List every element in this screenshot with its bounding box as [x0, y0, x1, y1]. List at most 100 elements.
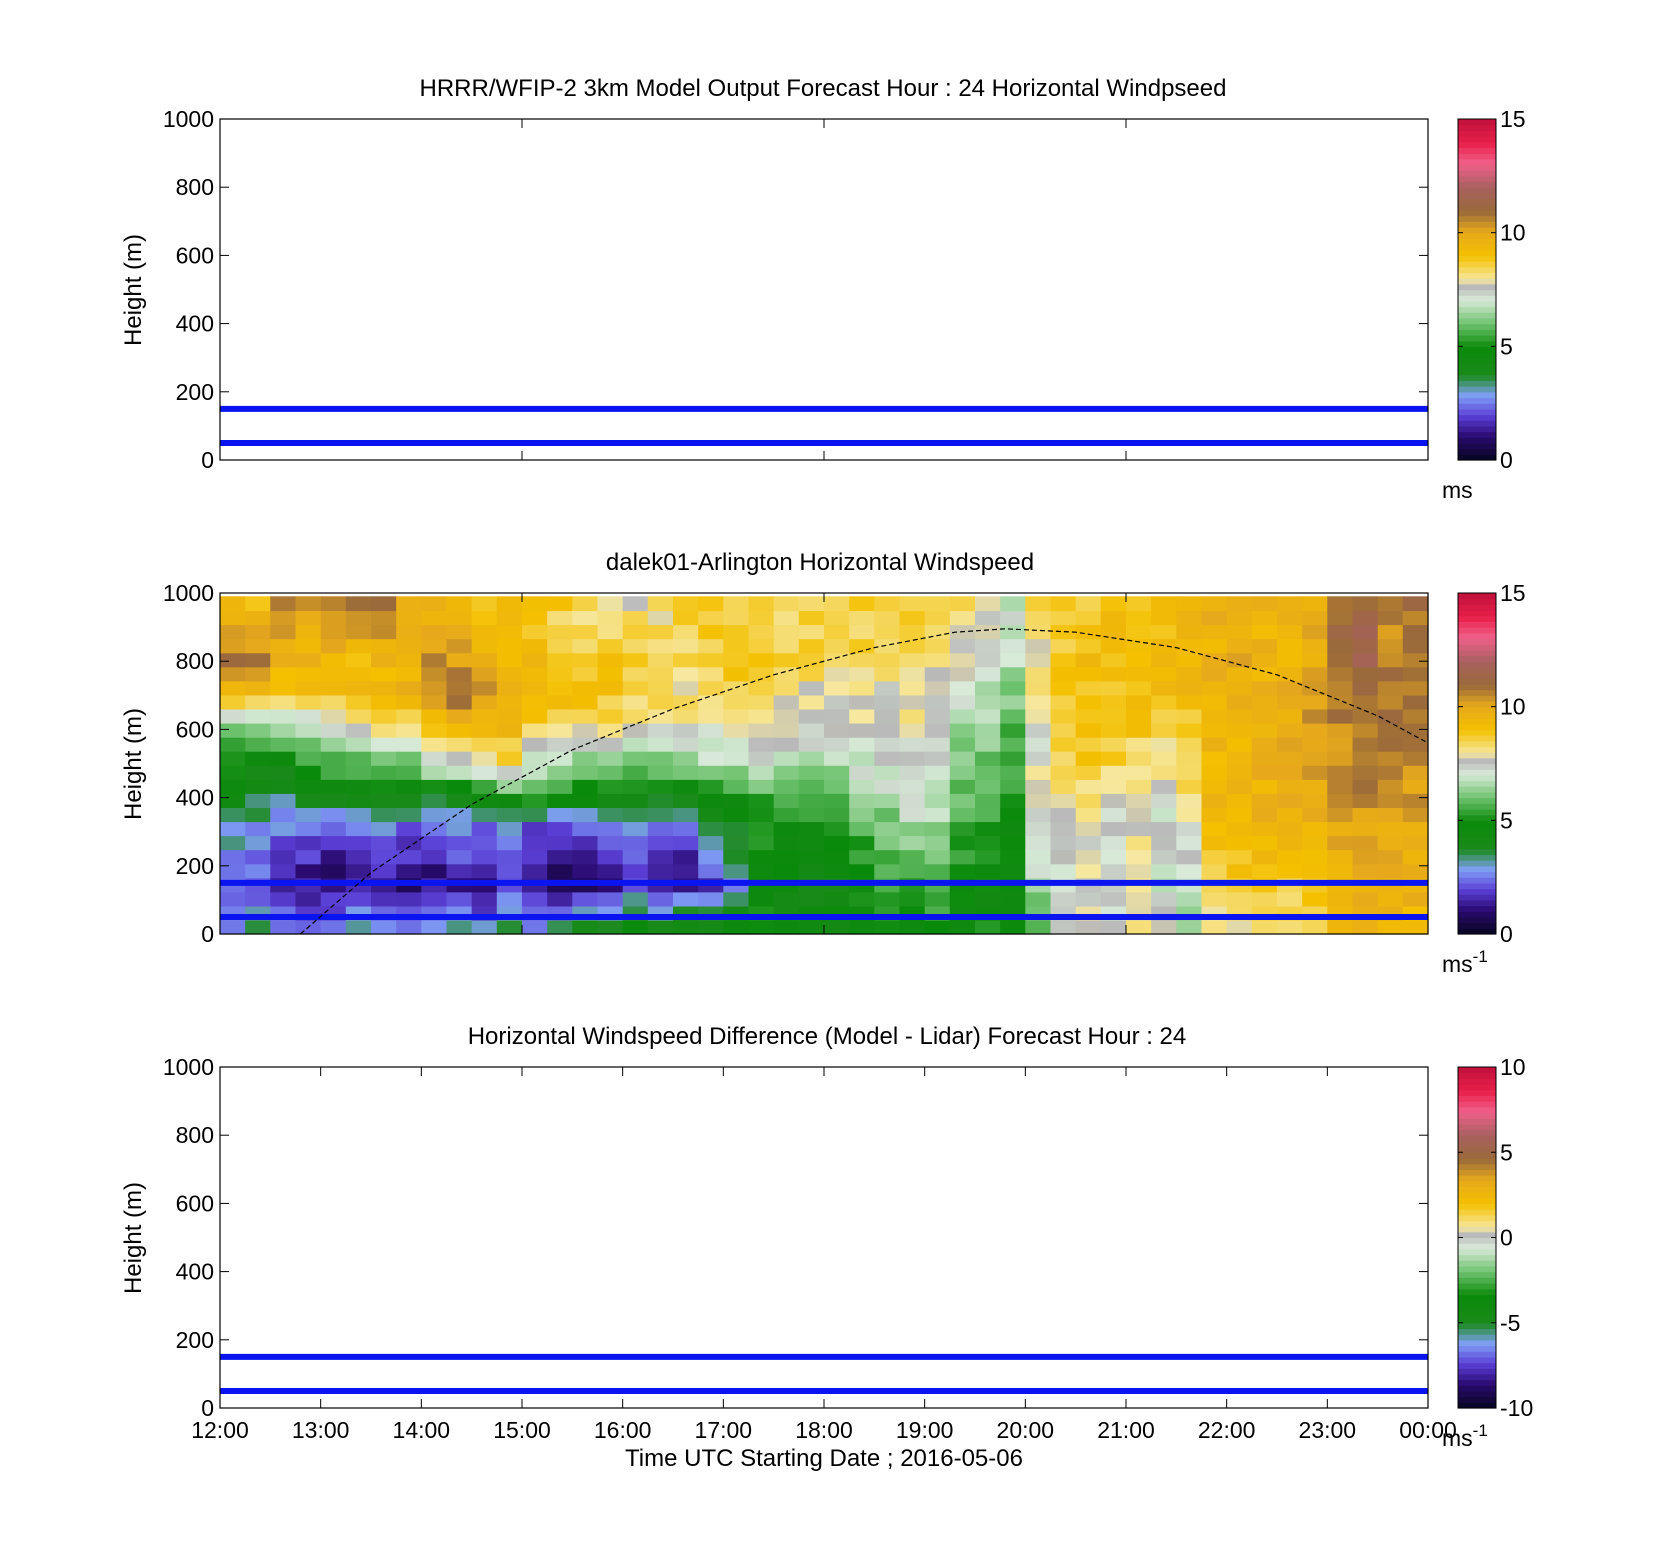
heatmap-cell — [899, 610, 926, 626]
heatmap-cell — [1025, 891, 1052, 907]
heatmap-cell — [1402, 624, 1429, 640]
heatmap-cell — [1377, 821, 1404, 837]
heatmap-cell — [647, 807, 674, 823]
heatmap-cell — [522, 680, 548, 696]
heatmap-cell — [270, 821, 297, 837]
heatmap-cell — [924, 891, 951, 907]
heatmap-cell — [1302, 694, 1328, 710]
heatmap-cell — [773, 821, 800, 837]
heatmap-cell — [1352, 722, 1379, 738]
heatmap-cell — [220, 891, 246, 907]
heatmap-cell — [1251, 736, 1278, 752]
heatmap-cell — [824, 919, 850, 935]
heatmap-cell — [270, 751, 297, 766]
lidar-colorbar: 0 5 10 15 ms-1 — [1442, 580, 1526, 977]
heatmap-cell — [1000, 807, 1026, 823]
heatmap-cell — [1151, 891, 1177, 907]
heatmap-cell — [874, 610, 901, 626]
heatmap-cell — [622, 596, 649, 612]
heatmap-cell — [572, 638, 599, 654]
heatmap-cell — [396, 751, 422, 766]
heatmap-cell — [824, 849, 850, 865]
heatmap-cell — [1025, 736, 1052, 752]
heatmap-cell — [446, 793, 473, 808]
heatmap-cell — [1075, 610, 1102, 626]
heatmap-cell — [874, 638, 901, 654]
heatmap-cell — [748, 722, 775, 738]
heatmap-cell — [1226, 722, 1253, 738]
colorbar-unit-exponent: -1 — [1473, 1421, 1488, 1440]
colorbar-segment — [1458, 894, 1496, 901]
heatmap-cell — [773, 849, 800, 865]
heatmap-cell — [446, 821, 473, 837]
heatmap-cell — [471, 610, 498, 626]
heatmap-cell — [773, 765, 800, 780]
x-tick-label: 15:00 — [493, 1417, 551, 1443]
colorbar-segment — [1458, 689, 1496, 696]
heatmap-cell — [723, 708, 750, 724]
heatmap-cell — [1126, 863, 1152, 879]
heatmap-cell — [1025, 638, 1052, 654]
heatmap-cell — [798, 751, 825, 766]
heatmap-cell — [547, 736, 573, 752]
heatmap-cell — [1000, 849, 1026, 865]
heatmap-cell — [874, 666, 901, 682]
heatmap-cell — [1251, 666, 1278, 682]
heatmap-cell — [622, 708, 649, 724]
heatmap-cell — [1025, 596, 1052, 612]
heatmap-cell — [798, 863, 825, 879]
colorbar-segment — [1458, 1402, 1496, 1409]
heatmap-cell — [1327, 624, 1354, 640]
heatmap-cell — [798, 779, 825, 794]
colorbar-segment — [1458, 1311, 1496, 1318]
heatmap-cell — [1352, 666, 1379, 682]
heatmap-cell — [1201, 694, 1228, 710]
heatmap-cell — [320, 680, 347, 696]
heatmap-cell — [396, 736, 422, 752]
heatmap-cell — [220, 849, 246, 865]
heatmap-cell — [371, 919, 397, 935]
heatmap-cell — [622, 891, 649, 907]
heatmap-cell — [1126, 835, 1152, 851]
colorbar-segment — [1458, 1305, 1496, 1312]
heatmap-cell — [371, 722, 397, 738]
colorbar-segment — [1458, 860, 1496, 867]
colorbar-segment — [1458, 649, 1496, 657]
heatmap-cell — [396, 891, 422, 907]
heatmap-cell — [949, 919, 976, 935]
heatmap-cell — [748, 891, 775, 907]
heatmap-cell — [622, 765, 649, 780]
heatmap-cell — [874, 596, 901, 612]
colorbar-segment — [1458, 706, 1496, 713]
heatmap-cell — [1226, 793, 1253, 808]
heatmap-cell — [496, 624, 523, 640]
heatmap-cell — [622, 751, 649, 766]
heatmap-cell — [673, 694, 699, 710]
heatmap-cell — [1000, 765, 1026, 780]
heatmap-cell — [1126, 694, 1152, 710]
heatmap-cell — [446, 694, 473, 710]
heatmap-cell — [1251, 680, 1278, 696]
heatmap-cell — [1277, 736, 1303, 752]
heatmap-cell — [421, 624, 448, 640]
heatmap-cell — [396, 666, 422, 682]
heatmap-cell — [1126, 708, 1152, 724]
heatmap-cell — [320, 666, 347, 682]
heatmap-cell — [924, 807, 951, 823]
heatmap-cell — [245, 722, 271, 738]
heatmap-cell — [547, 807, 573, 823]
heatmap-cell — [673, 919, 699, 935]
colorbar-segment — [1458, 1339, 1496, 1347]
heatmap-cell — [1327, 610, 1354, 626]
heatmap-cell — [1100, 638, 1127, 654]
heatmap-cell — [597, 835, 624, 851]
heatmap-cell — [1050, 652, 1077, 668]
heatmap-cell — [1377, 919, 1404, 935]
heatmap-cell — [924, 919, 951, 935]
colorbar-segment — [1458, 1078, 1496, 1085]
heatmap-cell — [647, 779, 674, 794]
heatmap-cell — [949, 835, 976, 851]
heatmap-cell — [295, 821, 322, 837]
heatmap-cell — [975, 596, 1001, 612]
heatmap-cell — [798, 610, 825, 626]
